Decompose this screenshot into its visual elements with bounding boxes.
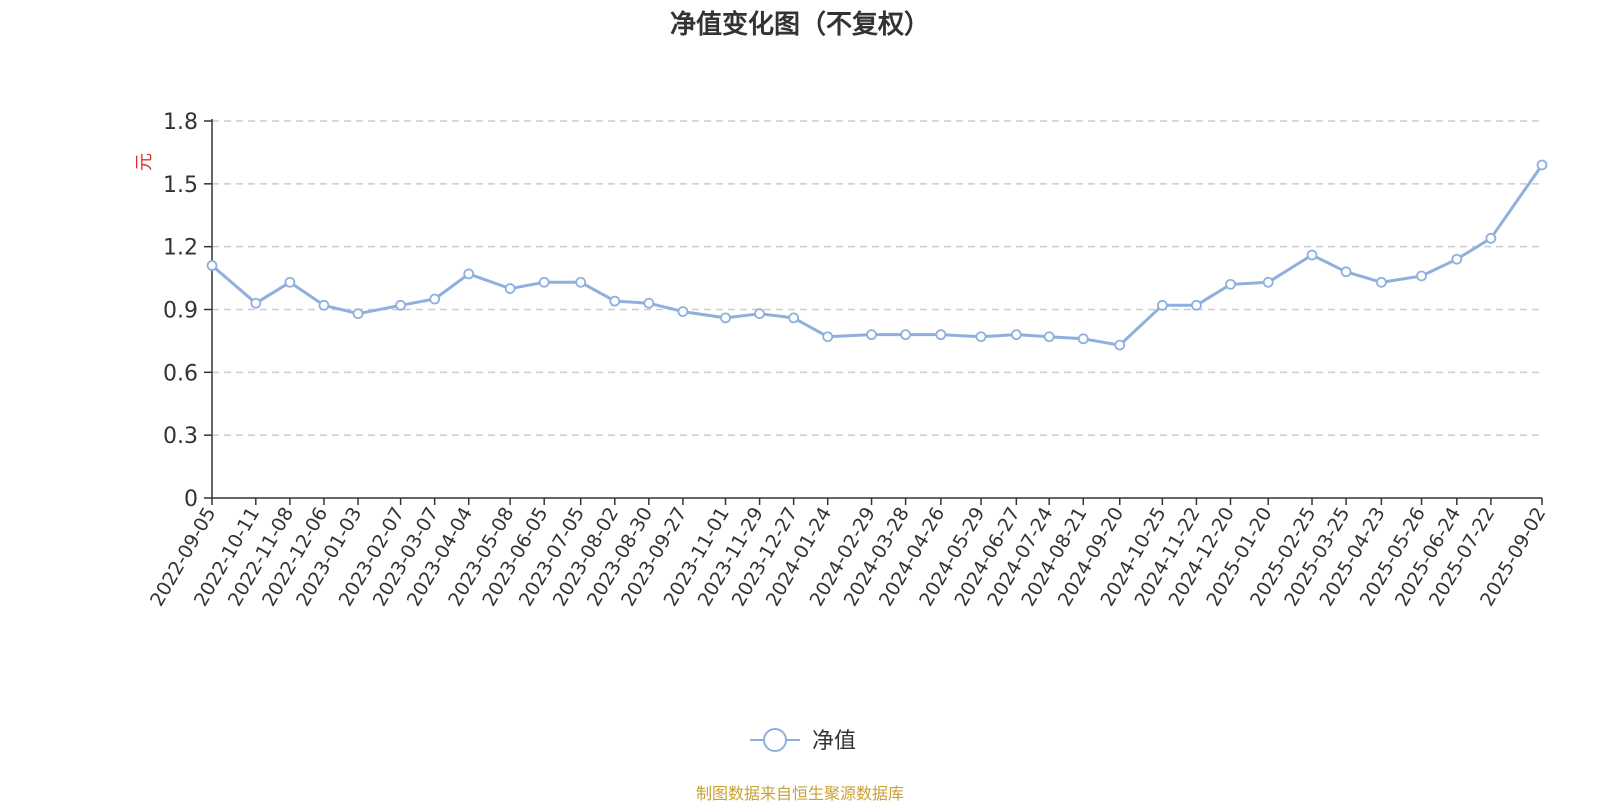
data-point: [643, 297, 655, 309]
data-point: [1077, 333, 1089, 345]
data-point: [677, 306, 689, 317]
data-point: [250, 297, 262, 309]
data-point: [1262, 276, 1274, 288]
data-point: [206, 260, 218, 271]
data-point: [504, 283, 516, 294]
x-tick-labels: 2022-09-052022-10-112022-11-082022-12-06…: [146, 503, 1550, 610]
y-tick-label: 0.3: [163, 424, 198, 449]
y-tick-labels: 0 0.3 0.6 0.9 1.2 1.5 1.8: [163, 110, 198, 512]
data-point: [429, 293, 441, 305]
data-point: [1451, 253, 1463, 265]
y-tick-label: 0: [184, 487, 198, 512]
data-point: [1225, 278, 1236, 290]
axes: [211, 119, 1543, 505]
y-tick-label: 1.2: [163, 236, 198, 261]
source-note: 制图数据来自恒生聚源数据库: [695, 784, 904, 803]
data-point: [975, 331, 987, 343]
data-point: [1340, 266, 1352, 278]
data-point: [284, 276, 296, 288]
data-point: [1536, 159, 1548, 171]
data-point: [1114, 339, 1126, 351]
y-axis-label: 元: [134, 153, 155, 171]
legend[interactable]: 净值: [750, 728, 856, 754]
data-point: [720, 312, 731, 324]
data-point: [822, 331, 834, 343]
data-point: [754, 308, 765, 320]
data-point: [395, 299, 407, 311]
data-point: [609, 295, 621, 307]
y-tick-label: 1.8: [163, 110, 198, 135]
y-tick-label: 0.9: [163, 299, 198, 324]
data-point: [538, 276, 550, 288]
data-point: [1306, 249, 1318, 261]
data-point: [900, 329, 911, 341]
legend-marker: [763, 728, 787, 752]
chart-title: 净值变化图（不复权）: [669, 10, 930, 40]
grid-lines: [204, 120, 1542, 499]
data-point: [1485, 232, 1497, 244]
data-point: [352, 308, 364, 320]
y-tick-label: 1.5: [163, 173, 198, 198]
data-point: [935, 329, 947, 341]
series-line-nav: [211, 164, 1544, 347]
data-point: [575, 276, 587, 288]
legend-label: 净值: [812, 729, 856, 754]
data-point: [1375, 276, 1387, 288]
data-point: [866, 329, 877, 341]
y-tick-label: 0.6: [163, 361, 198, 386]
series-markers: [206, 159, 1548, 351]
data-point: [1010, 329, 1022, 341]
data-point: [1043, 331, 1055, 343]
data-point: [1156, 299, 1168, 311]
data-point: [1191, 299, 1202, 311]
data-point: [463, 268, 475, 280]
data-point: [318, 299, 330, 311]
data-point: [1416, 270, 1427, 282]
data-point: [788, 312, 800, 324]
